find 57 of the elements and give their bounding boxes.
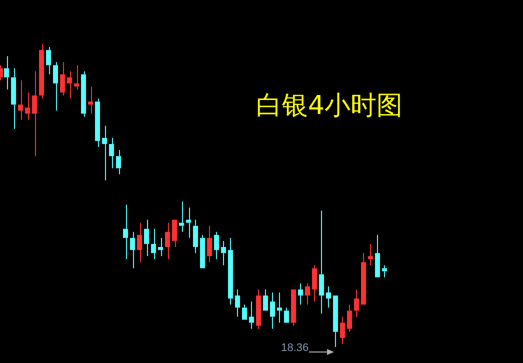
candlestick xyxy=(116,150,121,175)
candlestick xyxy=(214,231,219,260)
candlestick xyxy=(88,86,93,114)
candlestick xyxy=(263,288,268,311)
candlestick xyxy=(319,210,324,314)
candlestick xyxy=(382,264,387,278)
candlestick xyxy=(340,316,345,344)
candlestick xyxy=(67,70,72,100)
candlestick xyxy=(137,222,142,263)
candlestick xyxy=(81,70,86,118)
candlestick xyxy=(326,286,331,308)
candlestick xyxy=(368,243,373,266)
candlestick xyxy=(95,98,100,148)
candlestick xyxy=(305,282,310,306)
candlestick xyxy=(235,288,240,318)
candlestick xyxy=(242,304,247,320)
candlestick xyxy=(221,240,226,266)
candlestick xyxy=(165,222,170,260)
candlestick xyxy=(207,225,212,263)
candlestick xyxy=(74,64,79,90)
candlestick xyxy=(32,70,37,157)
candlestick xyxy=(102,125,107,181)
candlestick xyxy=(144,219,149,257)
candlestick xyxy=(193,219,198,254)
candlestick xyxy=(11,68,16,130)
candlestick xyxy=(179,201,184,232)
candlestick xyxy=(123,204,128,260)
candlestick xyxy=(284,307,289,323)
candlestick xyxy=(60,62,65,96)
candlestick xyxy=(39,44,44,100)
candlestick xyxy=(158,237,163,257)
candlestick xyxy=(18,80,23,120)
candlestick xyxy=(53,62,58,112)
candlestick xyxy=(4,56,9,90)
candlestick xyxy=(172,220,177,248)
candlestick xyxy=(151,228,156,260)
candlestick xyxy=(109,137,114,169)
candlestick xyxy=(249,301,254,330)
candlestick xyxy=(25,92,30,120)
candlestick xyxy=(298,282,303,306)
candlestick xyxy=(312,264,317,302)
candlestick xyxy=(347,304,352,332)
text: 白银4小时图 xyxy=(256,90,403,123)
candlestick xyxy=(256,288,261,330)
annotation: 18.36 xyxy=(281,342,309,354)
candlestick xyxy=(46,46,51,75)
candlestick xyxy=(200,234,205,268)
candlestick xyxy=(354,288,359,318)
candlestick xyxy=(361,252,366,305)
candlestick xyxy=(333,295,338,348)
candlestick xyxy=(277,292,282,324)
candlestick xyxy=(228,237,233,306)
candlestick xyxy=(130,231,135,269)
candlestick xyxy=(291,289,296,326)
candlestick xyxy=(186,207,191,238)
candlestick xyxy=(270,292,275,330)
candlestick xyxy=(375,234,380,278)
